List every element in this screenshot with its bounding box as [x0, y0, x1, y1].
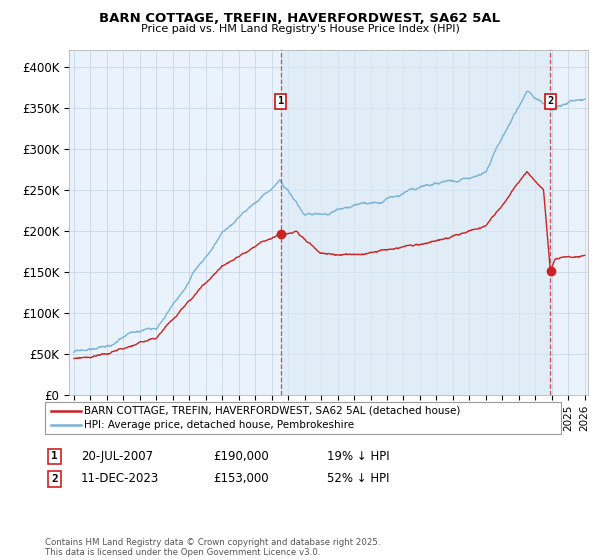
- Text: 11-DEC-2023: 11-DEC-2023: [81, 472, 159, 486]
- Text: 20-JUL-2007: 20-JUL-2007: [81, 450, 153, 463]
- Text: Contains HM Land Registry data © Crown copyright and database right 2025.
This d: Contains HM Land Registry data © Crown c…: [45, 538, 380, 557]
- Text: 1: 1: [278, 96, 284, 106]
- Text: 19% ↓ HPI: 19% ↓ HPI: [327, 450, 389, 463]
- Text: 52% ↓ HPI: 52% ↓ HPI: [327, 472, 389, 486]
- Text: £190,000: £190,000: [213, 450, 269, 463]
- Text: 1: 1: [51, 451, 58, 461]
- Text: £153,000: £153,000: [213, 472, 269, 486]
- Text: 2: 2: [51, 474, 58, 484]
- Text: BARN COTTAGE, TREFIN, HAVERFORDWEST, SA62 5AL (detached house): BARN COTTAGE, TREFIN, HAVERFORDWEST, SA6…: [84, 405, 460, 416]
- Text: HPI: Average price, detached house, Pembrokeshire: HPI: Average price, detached house, Pemb…: [84, 420, 354, 430]
- Bar: [281, 50, 550, 395]
- Text: 2: 2: [547, 96, 554, 106]
- Bar: [550, 50, 596, 395]
- Text: BARN COTTAGE, TREFIN, HAVERFORDWEST, SA62 5AL: BARN COTTAGE, TREFIN, HAVERFORDWEST, SA6…: [100, 12, 500, 25]
- Text: Price paid vs. HM Land Registry's House Price Index (HPI): Price paid vs. HM Land Registry's House …: [140, 24, 460, 34]
